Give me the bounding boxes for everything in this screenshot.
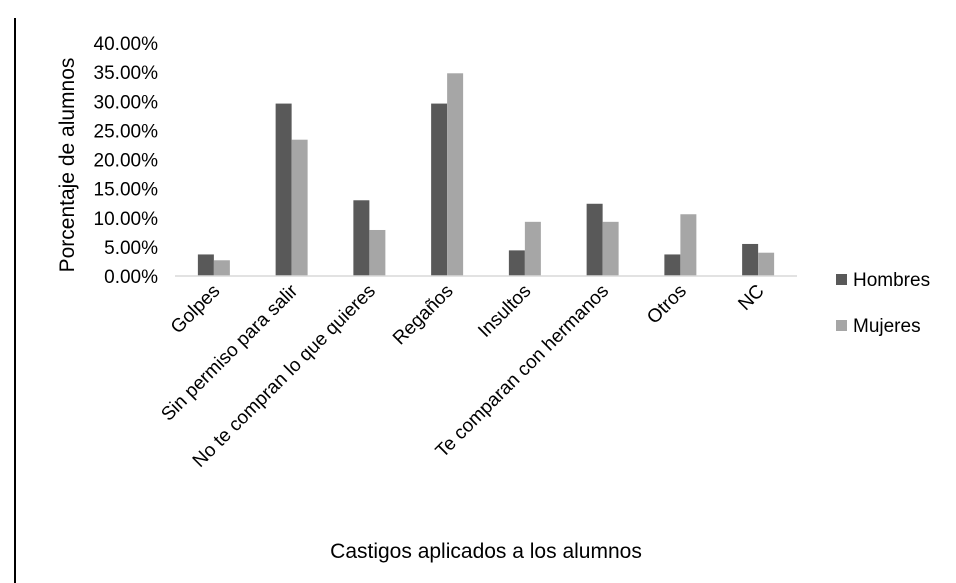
y-tick-label: 15.00%: [94, 180, 159, 201]
bar-hombres: [353, 200, 370, 276]
bar-hombres: [197, 254, 214, 276]
y-tick-label: 5.00%: [104, 238, 158, 259]
y-axis-title: Porcentaje de alumnos: [56, 58, 79, 273]
y-tick-label: 25.00%: [94, 121, 159, 142]
legend-label-hombres: Hombres: [853, 270, 930, 291]
y-tick-label: 35.00%: [94, 63, 159, 84]
bar-mujeres: [369, 229, 386, 276]
left-border-rule: [14, 18, 16, 583]
bar-mujeres: [602, 221, 619, 276]
y-tick-label: 20.00%: [94, 151, 159, 172]
bar-mujeres: [758, 252, 775, 276]
y-tick-label: 10.00%: [94, 209, 159, 230]
x-category-label: Otros: [643, 281, 691, 329]
legend: Hombres Mujeres: [836, 270, 930, 337]
bar-mujeres: [213, 260, 230, 276]
bar-mujeres: [524, 221, 541, 276]
x-category-label: Regaños: [389, 281, 458, 350]
bar-hombres: [742, 243, 759, 276]
legend-swatch-mujeres: [836, 320, 847, 331]
x-axis-title: Castigos aplicados a los alumnos: [330, 540, 642, 563]
bar-hombres: [586, 203, 603, 276]
bar-hombres: [275, 103, 292, 276]
legend-label-mujeres: Mujeres: [853, 316, 921, 337]
y-tick-label: 40.00%: [94, 34, 159, 55]
bar-hombres: [664, 254, 681, 276]
y-tick-label: 30.00%: [94, 92, 159, 113]
bar-mujeres: [447, 73, 464, 276]
bar-hombres: [508, 250, 525, 276]
bars-group: [197, 73, 775, 276]
bar-hombres: [431, 103, 448, 276]
legend-swatch-hombres: [836, 274, 847, 285]
bar-mujeres: [291, 139, 308, 276]
y-axis-ticks: 0.00% 5.00% 10.00% 15.00% 20.00% 25.00% 30.00%…: [94, 34, 159, 288]
x-category-label: NC: [734, 281, 768, 315]
x-category-label: Insultos: [474, 281, 535, 342]
x-category-label: Golpes: [167, 281, 224, 338]
y-tick-label: 0.00%: [104, 267, 158, 288]
x-category-label: Sin permiso para salir: [157, 280, 302, 425]
bar-mujeres: [680, 214, 697, 276]
